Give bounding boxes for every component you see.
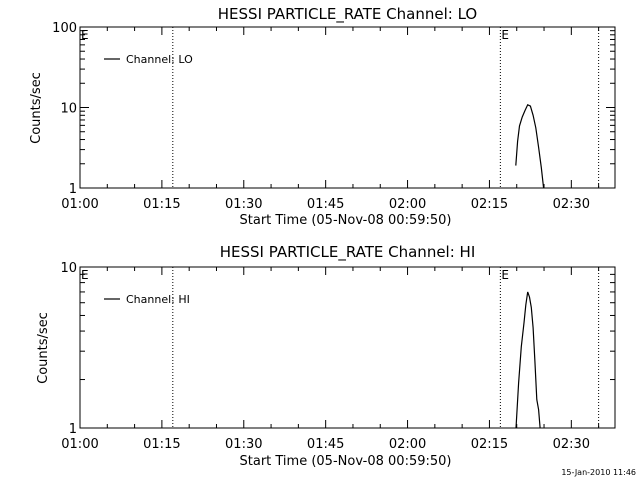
x-tick-label: 01:45 bbox=[307, 197, 344, 212]
x-tick-label: 01:30 bbox=[225, 197, 262, 212]
x-tick-label: 02:30 bbox=[553, 437, 590, 452]
y-tick-label: 10 bbox=[60, 261, 77, 276]
x-tick-label: 02:15 bbox=[471, 197, 508, 212]
x-tick-label: 01:00 bbox=[61, 437, 98, 452]
chart-title: HESSI PARTICLE_RATE Channel: LO bbox=[218, 5, 477, 24]
y-axis-label: Counts/sec bbox=[36, 312, 51, 384]
x-axis-label: Start Time (05-Nov-08 00:59:50) bbox=[240, 454, 452, 469]
panel-channel-lo: HESSI PARTICLE_RATE Channel: LO 01:00 01:1… bbox=[29, 5, 616, 228]
x-tick-label: 02:00 bbox=[389, 437, 426, 452]
panel-channel-hi: HESSI PARTICLE_RATE Channel: HI 01:00 01:1… bbox=[36, 243, 616, 469]
x-tick-label: 01:00 bbox=[61, 197, 98, 212]
plot-frame bbox=[79, 26, 616, 189]
legend-entry: Channel: LO bbox=[126, 53, 193, 66]
x-tick-label: 01:15 bbox=[143, 197, 180, 212]
x-tick-label: 01:30 bbox=[225, 437, 262, 452]
legend-entry: Channel: HI bbox=[126, 293, 190, 306]
event-label: E bbox=[501, 268, 509, 282]
y-tick-label: 1 bbox=[69, 182, 77, 197]
y-tick-label: 1 bbox=[69, 422, 77, 437]
event-label: E bbox=[81, 28, 89, 42]
plot-frame bbox=[79, 266, 616, 429]
y-tick-label: 100 bbox=[52, 21, 77, 36]
chart-title: HESSI PARTICLE_RATE Channel: HI bbox=[220, 243, 476, 262]
y-axis-label: Counts/sec bbox=[29, 72, 44, 144]
series-line bbox=[515, 291, 541, 428]
x-tick-label: 01:15 bbox=[143, 437, 180, 452]
x-tick-label: 02:15 bbox=[471, 437, 508, 452]
timestamp: 15-Jan-2010 11:46 bbox=[561, 468, 636, 477]
series-line bbox=[515, 103, 545, 188]
x-tick-label: 01:45 bbox=[307, 437, 344, 452]
event-label: E bbox=[501, 28, 509, 42]
event-label: E bbox=[81, 268, 89, 282]
y-tick-label: 10 bbox=[60, 102, 77, 117]
x-tick-label: 02:00 bbox=[389, 197, 426, 212]
x-tick-label: 02:30 bbox=[553, 197, 590, 212]
x-axis-label: Start Time (05-Nov-08 00:59:50) bbox=[240, 213, 452, 228]
